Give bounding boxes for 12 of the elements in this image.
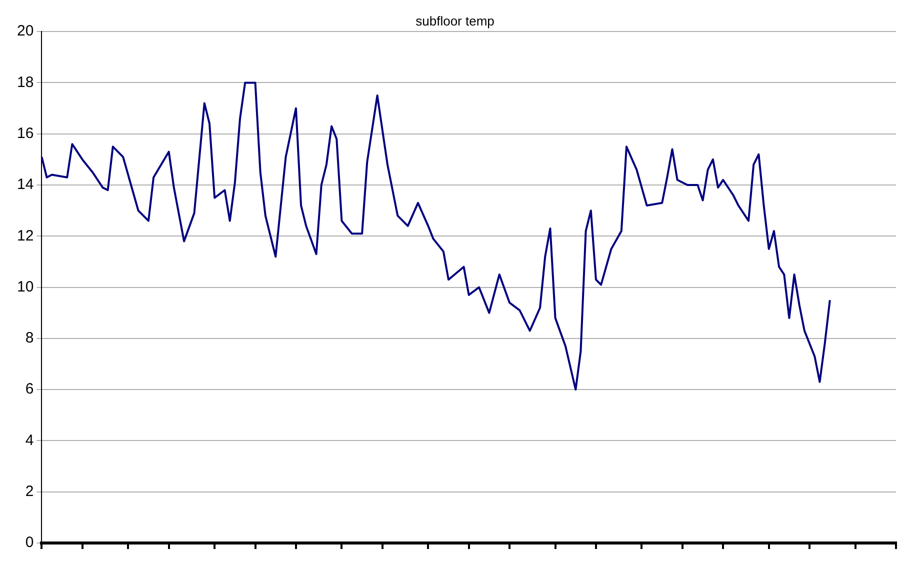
- y-tick-label: 20: [16, 22, 34, 40]
- y-tick-label: 10: [16, 278, 34, 296]
- y-tick-label: 18: [16, 74, 34, 91]
- y-tick-label: 0: [25, 534, 34, 552]
- y-tick-label: 6: [25, 380, 34, 398]
- chart-title: subfloor temp: [416, 13, 494, 28]
- y-tick-label: 16: [16, 125, 34, 142]
- y-tick-label: 8: [25, 330, 34, 347]
- y-tick-label: 12: [16, 227, 34, 244]
- y-tick-label: 14: [16, 176, 34, 194]
- y-tick-label: 4: [25, 432, 34, 449]
- y-tick-label: 2: [25, 483, 34, 500]
